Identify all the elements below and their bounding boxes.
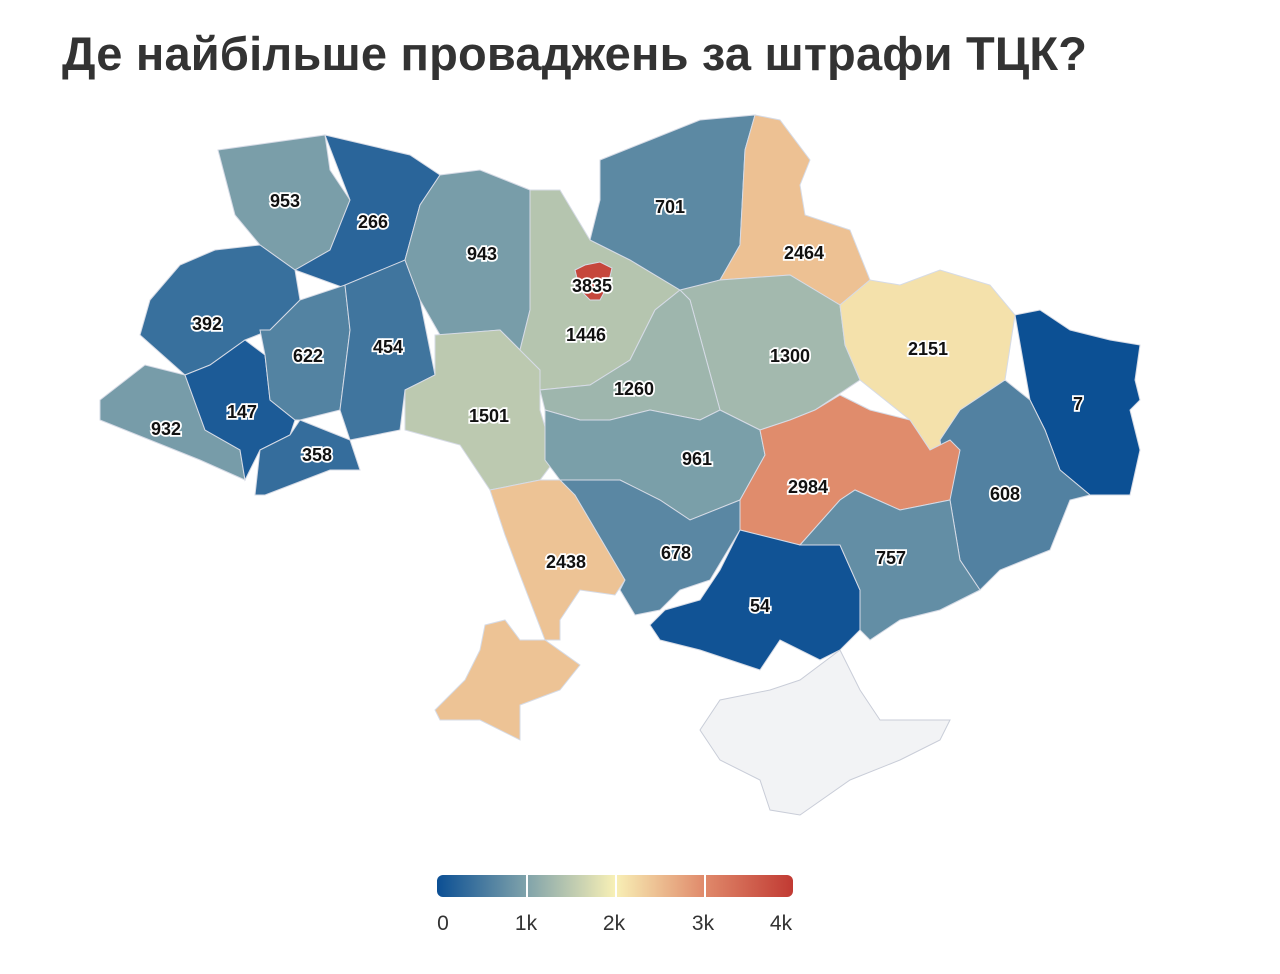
region-value-label: 2438 (546, 552, 586, 572)
region-value-label: 2984 (788, 477, 828, 497)
region-22[interactable] (558, 479, 741, 616)
region-value-label: 678 (661, 543, 691, 563)
region-value-label: 454 (373, 337, 403, 357)
legend-divider (526, 875, 528, 897)
page-title: Де найбільше проваджень за штрафи ТЦК? (62, 27, 1088, 80)
legend-divider (615, 875, 617, 897)
region-value-label: 757 (876, 548, 906, 568)
region-value-label: 953 (270, 191, 300, 211)
region-value-label: 358 (302, 445, 332, 465)
region-value-label: 622 (293, 346, 323, 366)
legend-divider (704, 875, 706, 897)
color-legend-bar (437, 875, 793, 897)
legend-tick-label: 0 (437, 912, 449, 935)
region-value-label: 608 (990, 484, 1020, 504)
region-value-label: 7 (1073, 394, 1083, 414)
region-value-label: 1300 (770, 346, 810, 366)
region-value-label: 3835 (572, 276, 612, 296)
region-value-label: 54 (750, 596, 770, 616)
region-24[interactable] (798, 489, 981, 641)
region-value-label: 1501 (469, 406, 509, 426)
region-value-label: 2151 (908, 339, 948, 359)
legend-tick-label: 3k (691, 912, 715, 935)
region-value-label: 2464 (784, 243, 824, 263)
ukraine-map: 953 266 392 932 147 358 622 454 943 1501 1446 3835 7… (99, 114, 1141, 816)
region-value-label: 932 (151, 419, 181, 439)
region-4[interactable] (184, 339, 296, 482)
legend-tick-label: 2k (602, 912, 626, 935)
region-value-label: 1446 (566, 325, 606, 345)
region-value-label: 701 (655, 197, 685, 217)
region-value-label: 1260 (614, 379, 654, 399)
region-value-label: 266 (358, 212, 388, 232)
region-5[interactable] (254, 419, 361, 496)
legend-tick-label: 4k (769, 912, 793, 935)
region-11[interactable] (574, 261, 613, 301)
legend-tick-label: 1k (514, 912, 538, 935)
region-value-label: 961 (682, 449, 712, 469)
region-25[interactable] (699, 649, 951, 816)
region-value-label: 147 (227, 402, 257, 422)
region-value-label: 392 (192, 314, 222, 334)
region-value-label: 943 (467, 244, 497, 264)
